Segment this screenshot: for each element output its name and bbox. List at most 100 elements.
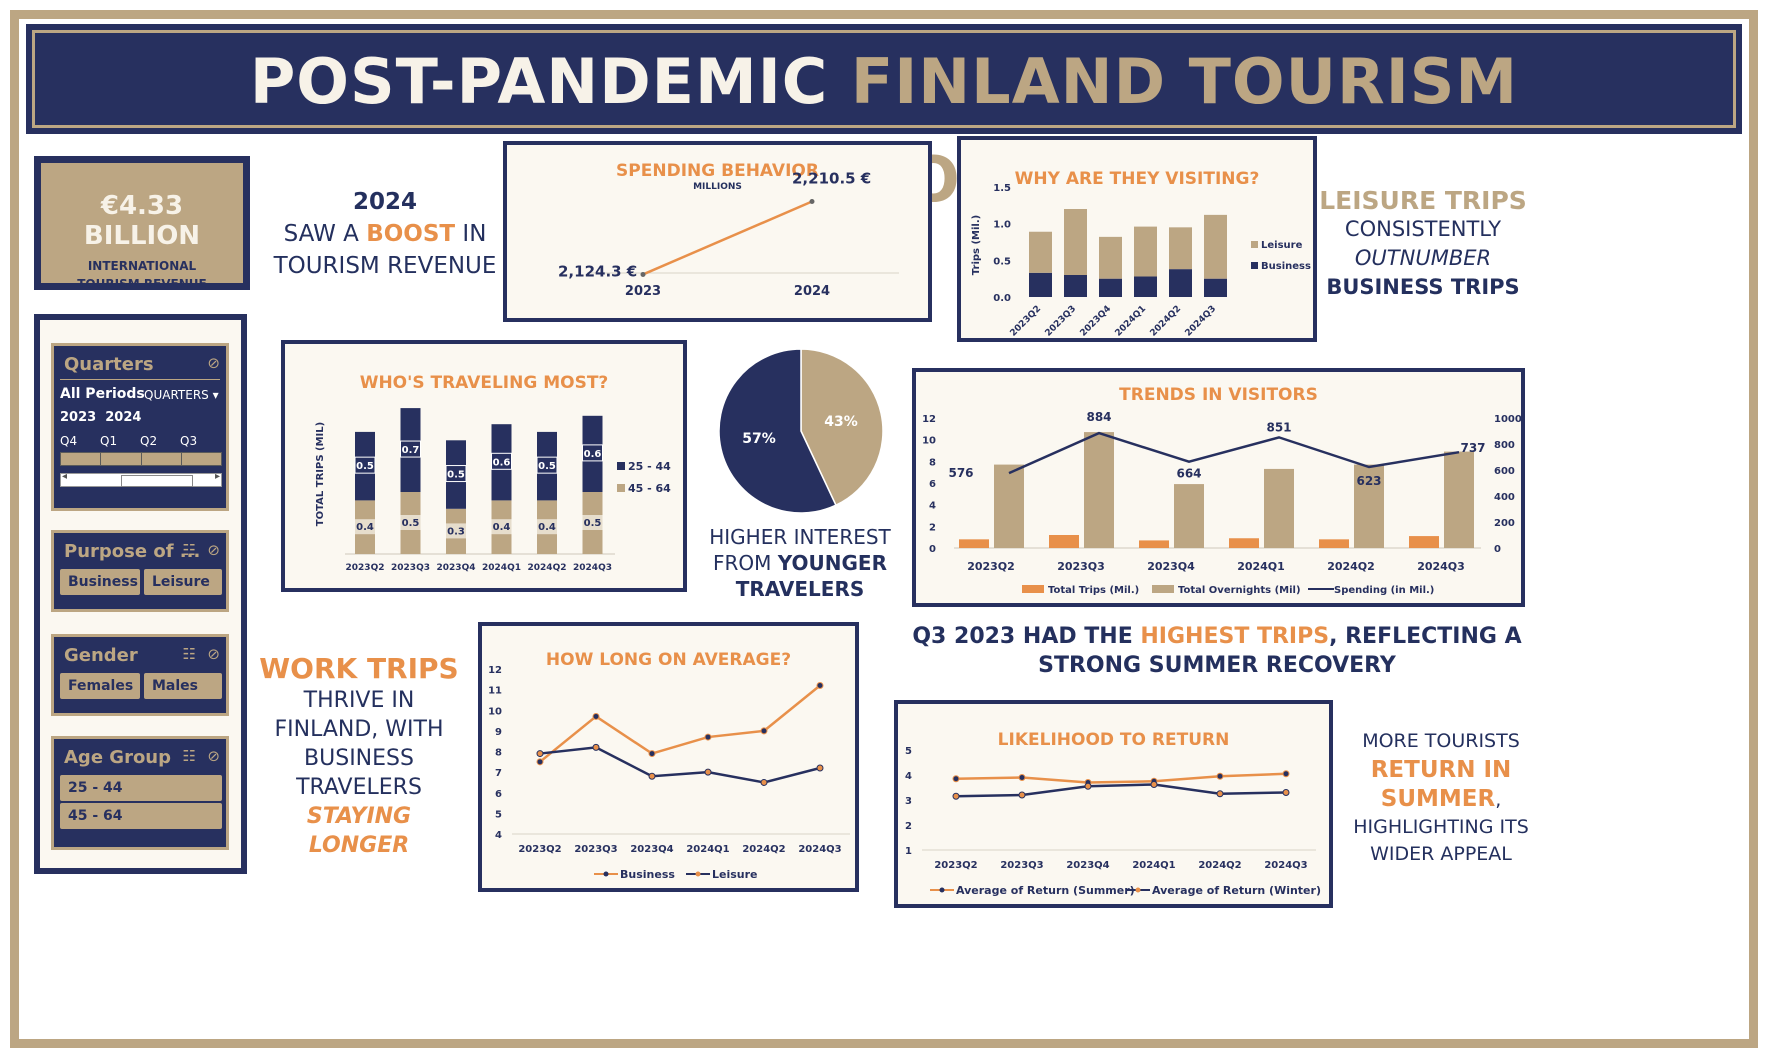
all-periods-label: All Periods: [60, 386, 145, 402]
slicer-item-leisure[interactable]: Leisure: [144, 569, 222, 595]
bar-business: [1169, 269, 1192, 297]
clear-filter-icon[interactable]: ⊘: [207, 645, 220, 663]
x-tick-label: 2024Q3: [798, 844, 841, 855]
series-line: [539, 746, 821, 784]
age-slicer[interactable]: Age Group ☷ ⊘ 25 - 44 45 - 64: [51, 736, 229, 850]
data-point: [1018, 791, 1026, 799]
label-box: [446, 523, 466, 539]
data-label: 0.5: [356, 461, 374, 472]
pie-slice-45-64: [800, 348, 884, 507]
legend-swatch: [617, 462, 625, 470]
label-box: [537, 519, 557, 535]
y-tick-label: 10: [488, 706, 502, 717]
legend-label: Total Overnights (Mil): [1178, 585, 1301, 596]
purpose-slicer[interactable]: Purpose of ... ☷ ⊘ Business Leisure: [51, 530, 229, 612]
quarter-label: Q4: [60, 434, 78, 448]
data-point: [1282, 789, 1290, 796]
y2-tick-label: 1000: [1494, 414, 1521, 425]
bar-leisure: [1064, 209, 1087, 275]
chart-title: LIKELIHOOD TO RETURN: [997, 730, 1230, 750]
y-tick-label: 4: [495, 830, 502, 841]
bar-total-overnights: [1444, 451, 1474, 548]
y-tick-label: 6: [929, 479, 936, 490]
y-tick-label: 3: [905, 796, 912, 807]
quarter-label: Q3: [180, 434, 198, 448]
y-tick-label: 12: [488, 665, 502, 676]
insight-q3: Q3 2023 HAD THE HIGHEST TRIPS, REFLECTIN…: [912, 624, 1522, 678]
x-tick-label: 2023Q3: [1043, 304, 1078, 338]
how-long-chart: HOW LONG ON AVERAGE? 4 5 6 7 8 9 10 11 12 2023Q2 2…: [478, 622, 859, 892]
bar-leisure: [1204, 214, 1227, 279]
y-tick-label: 1: [905, 846, 912, 857]
data-label: 623: [1356, 474, 1381, 488]
insight-leisure: LEISURE TRIPS CONSISTENTLY OUTNUMBER BUS…: [1319, 186, 1527, 299]
timeline-scrollbar[interactable]: ◂ ▸: [60, 471, 222, 487]
slicer-item-45-64[interactable]: 45 - 64: [60, 803, 222, 829]
bar-total-trips: [959, 539, 989, 548]
x-tick-label: 2023Q4: [1066, 860, 1109, 871]
y-tick-label: 0.5: [993, 256, 1011, 267]
x-tick-label: 2023Q3: [391, 563, 430, 573]
data-point: [640, 271, 646, 277]
legend-label: 25 - 44: [628, 460, 671, 473]
legend-label: 45 - 64: [628, 482, 671, 495]
chart-title: WHO'S TRAVELING MOST?: [359, 373, 609, 393]
data-label: 664: [1176, 467, 1201, 481]
x-tick-label: 2024Q1: [1237, 560, 1285, 573]
chart-subtitle: MILLIONS: [693, 182, 742, 192]
visiting-chart: WHY ARE THEY VISITING? Trips (Mil.) 0.0 0.…: [957, 136, 1317, 342]
multi-select-icon[interactable]: ☷: [182, 747, 196, 765]
x-tick-label: 2023Q2: [518, 844, 561, 855]
x-tick-label: 2023Q3: [574, 844, 617, 855]
data-label: 0.6: [493, 457, 511, 468]
bar-business: [1134, 276, 1157, 297]
bar-total-overnights: [1174, 484, 1204, 548]
multi-select-icon[interactable]: ☷: [182, 645, 196, 663]
bar-total-trips: [1139, 540, 1169, 548]
bar-business: [1064, 275, 1087, 297]
data-point: [536, 750, 544, 758]
slicer-item-males[interactable]: Males: [144, 673, 222, 699]
y-tick-label: 6: [495, 789, 502, 800]
slicer-item-business[interactable]: Business: [60, 569, 140, 595]
x-tick-label: 2023Q2: [934, 860, 977, 871]
multi-select-icon[interactable]: ☷: [182, 541, 196, 559]
data-point: [1216, 772, 1224, 780]
data-point: [809, 199, 815, 204]
bar-leisure: [1134, 226, 1157, 277]
bar-total-overnights: [1084, 432, 1114, 548]
data-label: 0.5: [584, 518, 602, 529]
series-line-spending: [1008, 431, 1460, 475]
clear-filter-icon[interactable]: ⊘: [207, 541, 220, 559]
slicer-item-females[interactable]: Females: [60, 673, 140, 699]
x-tick-label: 2023Q4: [1078, 304, 1113, 338]
legend-label: Leisure: [1261, 240, 1303, 251]
timeline-bar[interactable]: [60, 452, 222, 466]
slicer-item-25-44[interactable]: 25 - 44: [60, 775, 222, 801]
clear-filter-icon[interactable]: ⊘: [207, 747, 220, 765]
data-label: 0.5: [447, 470, 465, 481]
legend-marker: [1135, 887, 1141, 893]
data-label: 0.4: [493, 522, 511, 533]
data-label: 0.3: [447, 526, 465, 537]
whos-traveling-chart: WHO'S TRAVELING MOST? TOTAL TRIPS (MIL) 0…: [281, 340, 687, 592]
timeline-level-dropdown[interactable]: QUARTERS ▾: [144, 388, 219, 402]
data-label: 0.4: [538, 522, 556, 533]
y2-tick-label: 600: [1494, 466, 1515, 477]
gender-slicer[interactable]: Gender ☷ ⊘ Females Males: [51, 634, 229, 716]
spending-chart: SPENDING BEHAVIOR MILLIONS 2,124.3 € 2023…: [503, 141, 932, 322]
insight-revenue: 2024 SAW A BOOST IN TOURISM REVENUE: [273, 189, 497, 279]
data-point: [648, 750, 656, 758]
clear-filter-icon[interactable]: ⊘: [207, 354, 220, 372]
bar-total-overnights: [994, 464, 1024, 548]
label-box: [400, 440, 421, 458]
x-tick-label: 2023Q2: [967, 560, 1015, 573]
quarters-slicer[interactable]: Quarters ⊘ All Periods QUARTERS ▾ 2023 2…: [51, 343, 229, 511]
y-tick-label: 5: [495, 809, 502, 820]
x-tick-label: 2023: [625, 284, 661, 299]
label-box: [582, 515, 603, 530]
legend-label: Average of Return (Summer): [956, 884, 1135, 897]
bar-business: [1029, 272, 1052, 297]
legend-label: Leisure: [712, 868, 758, 881]
y-axis-label: Trips (Mil.): [971, 215, 982, 275]
